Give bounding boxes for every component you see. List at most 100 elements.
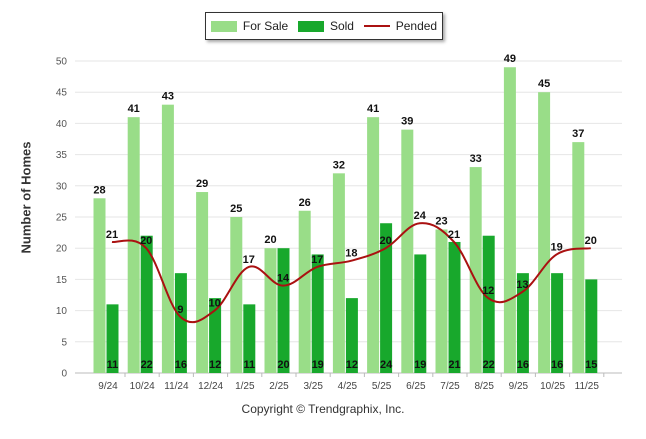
label-sold-10/25: 16 bbox=[551, 359, 563, 371]
label-sold-2/25: 20 bbox=[277, 359, 289, 371]
legend-label-pended: Pended bbox=[395, 19, 438, 33]
label-pended-6/25: 24 bbox=[414, 210, 427, 222]
x-tick-label-11/25: 11/25 bbox=[575, 381, 600, 392]
x-tick-label-3/25: 3/25 bbox=[303, 381, 323, 392]
label-sold-11/25: 15 bbox=[585, 359, 597, 371]
label-for-sale-4/25: 32 bbox=[333, 159, 345, 171]
label-sold-11/24: 16 bbox=[175, 359, 187, 371]
x-tick-label-10/25: 10/25 bbox=[540, 381, 565, 392]
label-for-sale-10/24: 41 bbox=[128, 103, 140, 115]
y-tick-label-20: 20 bbox=[56, 244, 68, 255]
label-pended-9/25: 13 bbox=[516, 279, 528, 291]
label-for-sale-11/25: 37 bbox=[572, 128, 584, 140]
label-pended-2/25: 14 bbox=[277, 273, 290, 285]
x-tick-label-10/24: 10/24 bbox=[130, 381, 155, 392]
x-tick-label-12/24: 12/24 bbox=[198, 381, 223, 392]
label-sold-3/25: 19 bbox=[312, 359, 324, 371]
label-for-sale-11/24: 43 bbox=[162, 91, 174, 103]
label-pended-9/24: 21 bbox=[106, 229, 118, 241]
label-for-sale-8/25: 33 bbox=[470, 153, 482, 165]
label-pended-3/25: 17 bbox=[311, 254, 323, 266]
label-sold-12/24: 12 bbox=[209, 359, 221, 371]
x-tick-label-4/25: 4/25 bbox=[338, 381, 358, 392]
y-tick-label-35: 35 bbox=[56, 150, 68, 161]
y-tick-label-10: 10 bbox=[56, 306, 68, 317]
y-tick-label-25: 25 bbox=[56, 213, 68, 224]
bar-sold-4/25 bbox=[345, 298, 358, 373]
x-tick-label-1/25: 1/25 bbox=[235, 381, 255, 392]
bar-for-sale-10/25 bbox=[538, 92, 551, 373]
legend-swatch-pended bbox=[363, 25, 390, 27]
label-for-sale-2/25: 20 bbox=[264, 234, 276, 246]
legend-item-pended[interactable]: Pended bbox=[363, 19, 438, 33]
bar-sold-9/24 bbox=[106, 304, 119, 373]
legend-item-for-sale[interactable]: For Sale bbox=[210, 19, 289, 33]
y-tick-label-30: 30 bbox=[56, 181, 68, 192]
label-for-sale-5/25: 41 bbox=[367, 103, 379, 115]
label-for-sale-9/25: 49 bbox=[504, 53, 516, 65]
label-pended-7/25: 21 bbox=[448, 229, 460, 241]
bar-for-sale-9/24 bbox=[93, 198, 106, 373]
label-sold-9/24: 11 bbox=[107, 359, 119, 371]
bar-for-sale-10/24 bbox=[127, 117, 140, 373]
x-tick-label-7/25: 7/25 bbox=[440, 381, 460, 392]
x-tick-label-11/24: 11/24 bbox=[164, 381, 189, 392]
bar-for-sale-12/24 bbox=[196, 192, 209, 373]
label-for-sale-3/25: 26 bbox=[299, 197, 311, 209]
y-tick-label-40: 40 bbox=[56, 119, 68, 130]
bar-for-sale-4/25 bbox=[332, 173, 345, 373]
bar-for-sale-1/25 bbox=[230, 217, 243, 373]
y-tick-label-45: 45 bbox=[56, 88, 68, 99]
y-tick-label-50: 50 bbox=[56, 57, 68, 68]
x-tick-label-2/25: 2/25 bbox=[269, 381, 289, 392]
y-tick-label-0: 0 bbox=[61, 369, 67, 380]
bar-sold-10/24 bbox=[140, 235, 153, 373]
label-pended-8/25: 12 bbox=[482, 285, 494, 297]
label-pended-11/25: 20 bbox=[585, 235, 597, 247]
label-sold-8/25: 22 bbox=[483, 359, 495, 371]
legend: For Sale Sold Pended bbox=[205, 12, 443, 40]
legend-item-sold[interactable]: Sold bbox=[297, 19, 354, 33]
bar-sold-5/25 bbox=[380, 223, 393, 373]
bar-for-sale-9/25 bbox=[503, 67, 516, 374]
y-tick-label-5: 5 bbox=[61, 337, 67, 348]
label-pended-1/25: 17 bbox=[243, 254, 255, 266]
label-for-sale-1/25: 25 bbox=[230, 203, 242, 215]
bar-for-sale-11/25 bbox=[572, 142, 585, 373]
label-sold-1/25: 11 bbox=[243, 359, 255, 371]
x-tick-label-5/25: 5/25 bbox=[372, 381, 392, 392]
bar-sold-2/25 bbox=[277, 248, 290, 373]
bars bbox=[93, 67, 598, 374]
label-pended-4/25: 18 bbox=[345, 248, 357, 260]
label-pended-5/25: 20 bbox=[379, 235, 391, 247]
label-sold-5/25: 24 bbox=[380, 359, 393, 371]
bar-sold-11/25 bbox=[585, 279, 598, 373]
legend-label-sold: Sold bbox=[329, 19, 354, 33]
pended-line-layer bbox=[111, 222, 591, 324]
bar-sold-1/25 bbox=[243, 304, 256, 373]
x-tick-label-9/24: 9/24 bbox=[98, 381, 118, 392]
bar-sold-6/25 bbox=[414, 254, 427, 373]
bar-sold-8/25 bbox=[482, 235, 495, 373]
legend-label-for-sale: For Sale bbox=[242, 19, 289, 33]
bar-for-sale-6/25 bbox=[401, 129, 414, 373]
label-for-sale-10/25: 45 bbox=[538, 78, 550, 90]
bar-sold-3/25 bbox=[311, 254, 324, 373]
bar-sold-11/24 bbox=[174, 273, 187, 373]
y-axis-label: Number of Homes bbox=[18, 141, 34, 254]
label-sold-6/25: 19 bbox=[414, 359, 426, 371]
label-sold-10/24: 22 bbox=[141, 359, 153, 371]
label-pended-10/24: 20 bbox=[140, 235, 152, 247]
label-for-sale-7/25: 23 bbox=[435, 215, 447, 227]
bar-sold-7/25 bbox=[448, 241, 461, 373]
label-sold-4/25: 12 bbox=[346, 359, 358, 371]
bar-sold-10/25 bbox=[551, 273, 564, 373]
bar-sold-9/25 bbox=[516, 273, 529, 373]
bar-for-sale-2/25 bbox=[264, 248, 277, 373]
label-pended-10/25: 19 bbox=[550, 241, 562, 253]
y-ticks: 0 5 10 15 20 25 30 35 40 45 50 bbox=[56, 57, 68, 380]
x-ticks: 9/24 10/24 11/24 12/24 1/25 2/25 3/25 4/25 5/25 6… bbox=[98, 373, 605, 392]
y-tick-label-15: 15 bbox=[56, 275, 68, 286]
